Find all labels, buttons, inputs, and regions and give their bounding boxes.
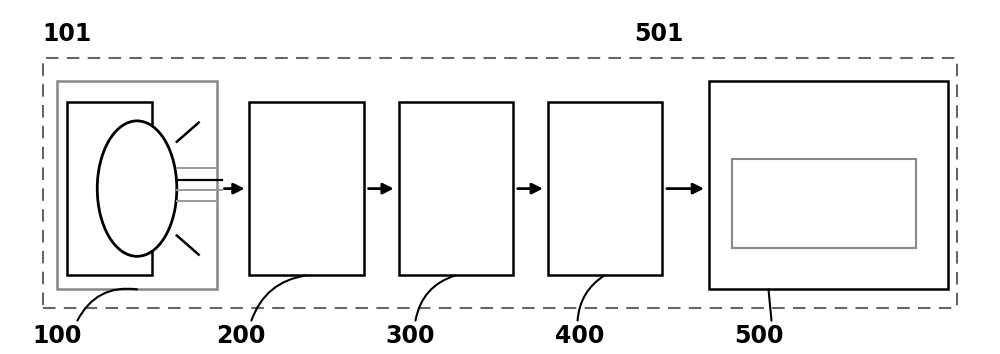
Bar [732, 159, 916, 248]
Text: 501: 501 [634, 22, 684, 46]
Text: 400: 400 [555, 324, 604, 348]
Ellipse shape [97, 121, 177, 256]
Text: 100: 100 [33, 324, 82, 348]
Text: 200: 200 [217, 324, 266, 348]
Bar [57, 81, 217, 289]
Bar [67, 102, 152, 275]
Text: 300: 300 [386, 324, 435, 348]
Bar [399, 102, 513, 275]
Text: 500: 500 [734, 324, 783, 348]
Bar [249, 102, 364, 275]
Bar [709, 81, 948, 289]
Bar [548, 102, 662, 275]
Text: 101: 101 [43, 22, 92, 46]
Bar [43, 58, 957, 308]
